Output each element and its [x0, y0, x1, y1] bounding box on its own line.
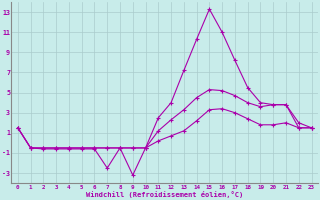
- X-axis label: Windchill (Refroidissement éolien,°C): Windchill (Refroidissement éolien,°C): [86, 191, 243, 198]
